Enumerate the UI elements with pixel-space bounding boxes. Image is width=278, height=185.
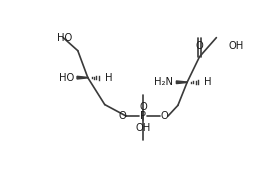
Text: HO: HO <box>57 33 72 43</box>
Text: HO: HO <box>59 73 74 83</box>
Text: OH: OH <box>136 123 151 133</box>
Text: H: H <box>105 73 112 83</box>
Polygon shape <box>77 76 88 79</box>
Text: P: P <box>140 111 146 121</box>
Text: H: H <box>204 77 212 87</box>
Text: O: O <box>119 111 126 121</box>
Text: H₂N: H₂N <box>154 77 173 87</box>
Polygon shape <box>176 81 187 84</box>
Text: O: O <box>160 111 168 121</box>
Text: O: O <box>196 41 203 51</box>
Text: OH: OH <box>229 41 244 51</box>
Text: O: O <box>139 102 147 112</box>
